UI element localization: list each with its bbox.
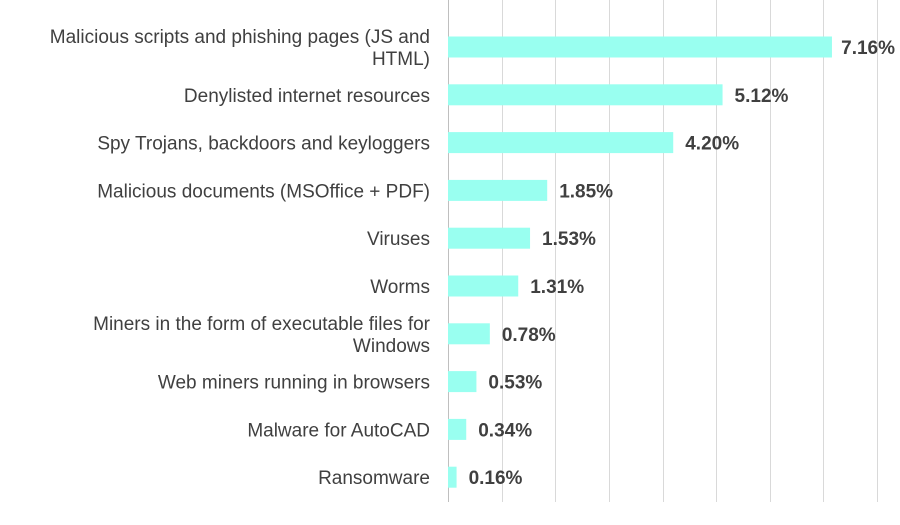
category-labels: Malicious scripts and phishing pages (JS… <box>50 27 431 489</box>
bar <box>448 466 457 488</box>
bar <box>448 371 477 393</box>
category-label: Miners in the form of executable files f… <box>93 314 431 335</box>
data-label: 0.16% <box>469 468 523 489</box>
category-label: Malware for AutoCAD <box>247 420 430 441</box>
bar <box>448 227 531 249</box>
data-label: 1.85% <box>559 181 613 202</box>
data-label: 7.16% <box>841 38 895 59</box>
bar <box>448 418 467 440</box>
category-label: Windows <box>353 336 430 357</box>
category-label: HTML) <box>372 49 430 70</box>
category-label: Malicious documents (MSOffice + PDF) <box>97 181 430 202</box>
category-label: Malicious scripts and phishing pages (JS… <box>50 27 430 48</box>
data-label: 5.12% <box>735 86 789 107</box>
data-labels: 7.16% 5.12% 4.20% 1.85% 1.53% 1.31% 0.78% 0.53%… <box>469 38 896 489</box>
category-label: Viruses <box>367 229 430 250</box>
category-label: Spy Trojans, backdoors and keyloggers <box>97 134 430 155</box>
bars <box>448 36 832 488</box>
bar <box>448 84 723 106</box>
data-label: 1.53% <box>542 229 596 250</box>
bar <box>448 132 674 154</box>
data-label: 0.53% <box>488 373 542 394</box>
category-label: Denylisted internet resources <box>184 86 430 107</box>
category-label: Web miners running in browsers <box>158 373 430 394</box>
data-label: 0.34% <box>478 420 532 441</box>
data-label: 1.31% <box>530 277 584 298</box>
bar <box>448 275 519 297</box>
bar <box>448 323 490 345</box>
gridlines <box>448 0 878 502</box>
data-label: 4.20% <box>685 134 739 155</box>
data-label: 0.78% <box>502 325 556 346</box>
category-label: Worms <box>370 277 430 298</box>
category-label: Ransomware <box>318 468 430 489</box>
bar <box>448 36 832 58</box>
bar <box>448 179 548 201</box>
